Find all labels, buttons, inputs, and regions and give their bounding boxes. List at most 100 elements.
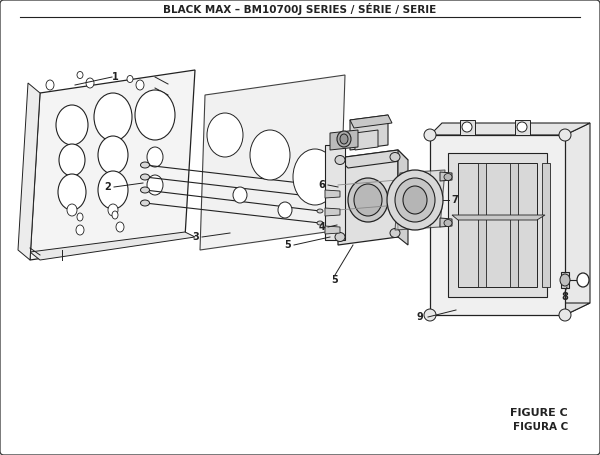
- Ellipse shape: [207, 113, 243, 157]
- Polygon shape: [325, 226, 340, 234]
- Ellipse shape: [462, 122, 472, 132]
- Text: 1: 1: [112, 72, 118, 82]
- Ellipse shape: [390, 228, 400, 238]
- Ellipse shape: [250, 130, 290, 180]
- Polygon shape: [510, 163, 518, 287]
- Ellipse shape: [332, 197, 338, 201]
- Polygon shape: [398, 150, 408, 245]
- Ellipse shape: [317, 221, 323, 225]
- Polygon shape: [350, 115, 392, 128]
- Ellipse shape: [560, 274, 570, 286]
- Ellipse shape: [348, 178, 388, 222]
- Ellipse shape: [67, 204, 77, 216]
- Ellipse shape: [140, 200, 149, 206]
- Ellipse shape: [293, 149, 337, 205]
- Ellipse shape: [127, 76, 133, 82]
- Ellipse shape: [387, 170, 443, 230]
- Ellipse shape: [59, 144, 85, 176]
- Ellipse shape: [98, 171, 128, 209]
- Text: 5: 5: [332, 275, 338, 285]
- Ellipse shape: [77, 71, 83, 79]
- Ellipse shape: [424, 129, 436, 141]
- Ellipse shape: [112, 211, 118, 219]
- Ellipse shape: [98, 136, 128, 174]
- Ellipse shape: [147, 175, 163, 195]
- Ellipse shape: [108, 204, 118, 216]
- Ellipse shape: [94, 93, 132, 141]
- Polygon shape: [325, 190, 340, 198]
- Ellipse shape: [395, 178, 435, 222]
- Polygon shape: [338, 150, 398, 245]
- Ellipse shape: [337, 131, 351, 147]
- Polygon shape: [440, 218, 452, 227]
- Polygon shape: [355, 130, 378, 150]
- Ellipse shape: [76, 225, 84, 235]
- Ellipse shape: [278, 202, 292, 218]
- Polygon shape: [18, 83, 40, 260]
- Text: FIGURA C: FIGURA C: [513, 422, 568, 432]
- Ellipse shape: [86, 78, 94, 88]
- Polygon shape: [30, 232, 195, 260]
- Polygon shape: [460, 120, 475, 135]
- Polygon shape: [561, 272, 569, 288]
- Ellipse shape: [46, 80, 54, 90]
- Polygon shape: [458, 163, 537, 287]
- Polygon shape: [448, 153, 547, 297]
- Text: 4: 4: [319, 222, 325, 232]
- Ellipse shape: [559, 309, 571, 321]
- Polygon shape: [430, 123, 590, 135]
- Ellipse shape: [517, 122, 527, 132]
- Ellipse shape: [56, 105, 88, 145]
- Polygon shape: [478, 163, 486, 287]
- Polygon shape: [400, 179, 415, 190]
- Text: 3: 3: [193, 232, 199, 242]
- Text: 6: 6: [319, 180, 325, 190]
- Polygon shape: [30, 70, 195, 260]
- Polygon shape: [325, 145, 345, 240]
- Text: 7: 7: [452, 195, 458, 205]
- Text: 9: 9: [416, 312, 424, 322]
- Ellipse shape: [559, 129, 571, 141]
- Ellipse shape: [58, 174, 86, 210]
- Ellipse shape: [444, 173, 452, 181]
- Text: FIGURE C: FIGURE C: [510, 408, 568, 418]
- Ellipse shape: [340, 134, 348, 144]
- Ellipse shape: [332, 185, 338, 189]
- Polygon shape: [440, 172, 452, 181]
- Text: 5: 5: [284, 240, 292, 250]
- Polygon shape: [542, 163, 550, 287]
- Polygon shape: [430, 135, 565, 315]
- Ellipse shape: [354, 184, 382, 216]
- Ellipse shape: [140, 162, 149, 168]
- Ellipse shape: [403, 186, 427, 214]
- Polygon shape: [395, 170, 445, 230]
- Polygon shape: [338, 150, 408, 168]
- Ellipse shape: [135, 90, 175, 140]
- Ellipse shape: [317, 209, 323, 213]
- Text: 2: 2: [104, 182, 112, 192]
- Ellipse shape: [233, 187, 247, 203]
- Ellipse shape: [147, 147, 163, 167]
- Text: 8: 8: [562, 292, 568, 302]
- Ellipse shape: [335, 156, 345, 165]
- Ellipse shape: [140, 174, 149, 180]
- Polygon shape: [330, 130, 358, 150]
- Ellipse shape: [444, 219, 452, 227]
- Ellipse shape: [140, 187, 149, 193]
- Polygon shape: [452, 215, 545, 220]
- Ellipse shape: [335, 233, 345, 242]
- Polygon shape: [400, 212, 415, 223]
- Polygon shape: [350, 115, 388, 150]
- Ellipse shape: [136, 80, 144, 90]
- Polygon shape: [515, 120, 530, 135]
- Polygon shape: [200, 75, 345, 250]
- Ellipse shape: [577, 273, 589, 287]
- Polygon shape: [325, 208, 340, 216]
- Ellipse shape: [77, 213, 83, 221]
- Ellipse shape: [424, 309, 436, 321]
- Text: BLACK MAX – BM10700J SERIES / SÉRIE / SERIE: BLACK MAX – BM10700J SERIES / SÉRIE / SE…: [163, 3, 437, 15]
- Ellipse shape: [116, 222, 124, 232]
- Polygon shape: [430, 303, 590, 315]
- Polygon shape: [565, 123, 590, 315]
- Ellipse shape: [390, 152, 400, 162]
